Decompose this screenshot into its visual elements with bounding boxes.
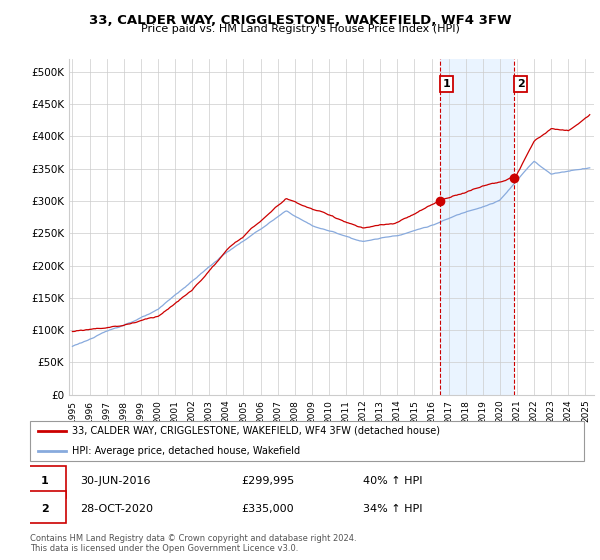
Bar	[440, 59, 514, 395]
Text: 30-JUN-2016: 30-JUN-2016	[80, 475, 151, 486]
Text: 33, CALDER WAY, CRIGGLESTONE, WAKEFIELD, WF4 3FW: 33, CALDER WAY, CRIGGLESTONE, WAKEFIELD,…	[89, 14, 511, 27]
Text: 2: 2	[41, 505, 49, 515]
Text: Price paid vs. HM Land Registry's House Price Index (HPI): Price paid vs. HM Land Registry's House …	[140, 24, 460, 34]
FancyBboxPatch shape	[30, 421, 584, 461]
Text: 1: 1	[41, 475, 49, 486]
Text: £335,000: £335,000	[241, 505, 293, 515]
Text: £299,995: £299,995	[241, 475, 294, 486]
FancyBboxPatch shape	[25, 466, 66, 498]
Text: 2: 2	[517, 79, 524, 89]
Text: 40% ↑ HPI: 40% ↑ HPI	[363, 475, 422, 486]
Text: 34% ↑ HPI: 34% ↑ HPI	[363, 505, 422, 515]
Text: 33, CALDER WAY, CRIGGLESTONE, WAKEFIELD, WF4 3FW (detached house): 33, CALDER WAY, CRIGGLESTONE, WAKEFIELD,…	[71, 426, 440, 436]
Text: 28-OCT-2020: 28-OCT-2020	[80, 505, 153, 515]
Text: Contains HM Land Registry data © Crown copyright and database right 2024.
This d: Contains HM Land Registry data © Crown c…	[30, 534, 356, 553]
FancyBboxPatch shape	[25, 491, 66, 523]
Text: HPI: Average price, detached house, Wakefield: HPI: Average price, detached house, Wake…	[71, 446, 300, 456]
Text: 1: 1	[443, 79, 451, 89]
